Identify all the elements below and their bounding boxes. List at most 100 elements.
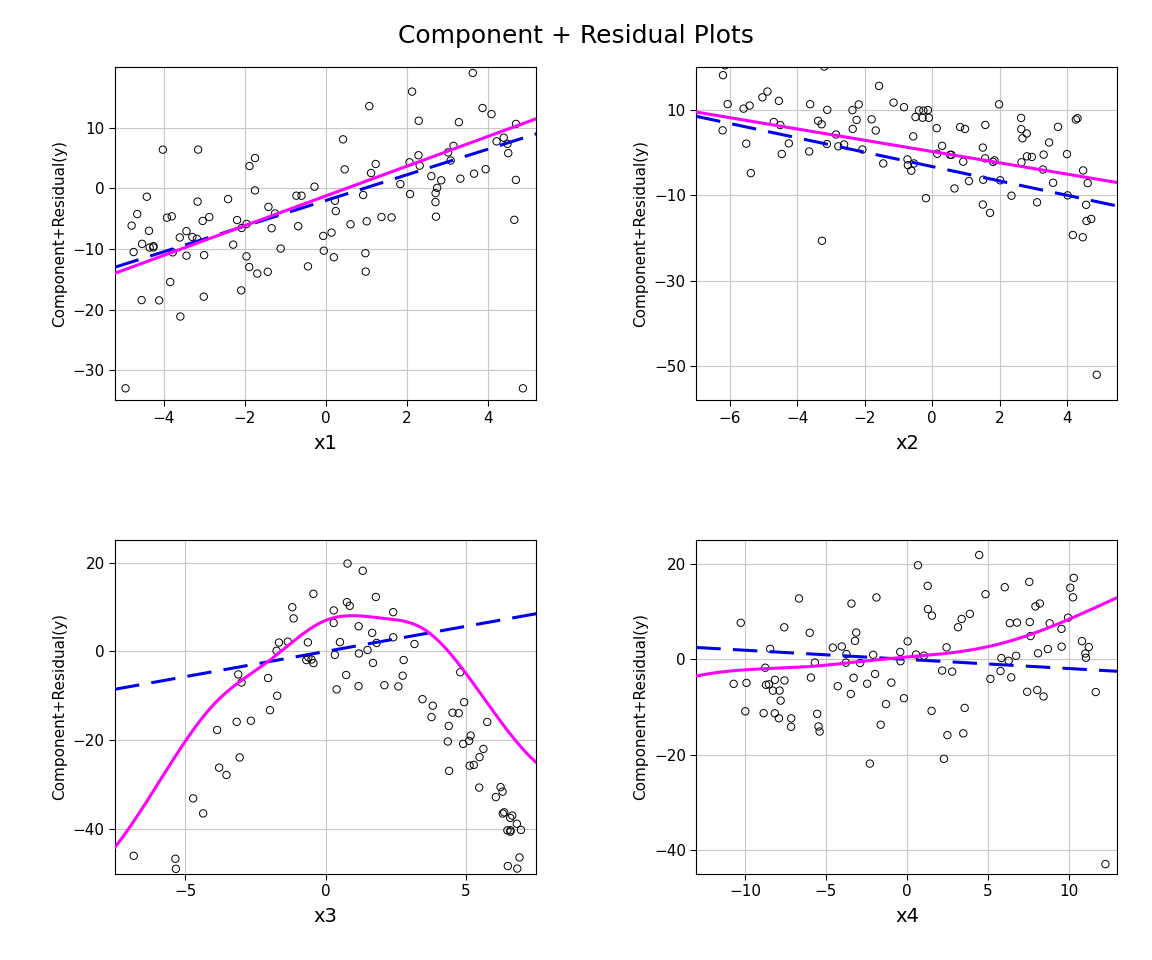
Point bbox=[1074, 229, 1092, 245]
Point bbox=[454, 736, 472, 752]
Point bbox=[227, 714, 245, 730]
Point bbox=[349, 679, 367, 694]
Point bbox=[847, 625, 865, 640]
Point bbox=[279, 634, 297, 649]
Point bbox=[503, 808, 522, 824]
Point bbox=[116, 380, 135, 396]
Point bbox=[272, 241, 290, 256]
Point bbox=[361, 99, 379, 114]
Point bbox=[498, 823, 516, 838]
Point bbox=[985, 153, 1003, 168]
Point bbox=[756, 660, 774, 676]
Point bbox=[858, 676, 877, 691]
Point bbox=[961, 606, 979, 621]
Point bbox=[470, 780, 488, 795]
Point bbox=[977, 587, 995, 602]
Point bbox=[511, 823, 530, 838]
Point bbox=[790, 590, 809, 606]
Point bbox=[426, 185, 445, 201]
Point bbox=[827, 127, 846, 142]
Point bbox=[954, 154, 972, 169]
Point bbox=[242, 713, 260, 729]
Point bbox=[828, 679, 847, 694]
Point bbox=[266, 205, 285, 221]
Point bbox=[475, 741, 493, 756]
Y-axis label: Component+Residual(y): Component+Residual(y) bbox=[634, 140, 649, 327]
Point bbox=[899, 152, 917, 167]
X-axis label: x3: x3 bbox=[313, 907, 338, 926]
Point bbox=[300, 650, 318, 665]
Point bbox=[426, 209, 445, 225]
Point bbox=[335, 161, 354, 177]
Point bbox=[409, 148, 427, 163]
Point bbox=[775, 619, 794, 635]
Point bbox=[444, 705, 462, 720]
Point bbox=[314, 243, 333, 258]
Point bbox=[953, 612, 971, 627]
Point bbox=[843, 103, 862, 118]
Point bbox=[449, 114, 468, 130]
Point bbox=[973, 140, 992, 156]
Point bbox=[1007, 648, 1025, 663]
Point bbox=[770, 710, 788, 726]
Point bbox=[260, 703, 279, 718]
Point bbox=[753, 89, 772, 105]
Point bbox=[219, 191, 237, 206]
Point bbox=[177, 224, 196, 239]
Point bbox=[976, 151, 994, 166]
Point bbox=[934, 751, 953, 766]
Point bbox=[478, 714, 497, 730]
Point bbox=[982, 671, 1000, 686]
Point bbox=[161, 275, 180, 290]
Point bbox=[153, 142, 172, 157]
Point bbox=[245, 151, 264, 166]
Point bbox=[240, 259, 258, 275]
Point bbox=[1040, 615, 1059, 631]
Point bbox=[1023, 149, 1041, 164]
Point bbox=[782, 719, 801, 734]
Point bbox=[866, 666, 885, 682]
Point bbox=[455, 694, 473, 709]
Point bbox=[461, 758, 479, 774]
Point bbox=[237, 216, 256, 231]
Point bbox=[1039, 641, 1058, 657]
Point bbox=[493, 784, 511, 800]
Point bbox=[782, 710, 801, 726]
Point bbox=[914, 110, 932, 126]
Point bbox=[710, 27, 728, 42]
Point bbox=[151, 940, 169, 955]
Point bbox=[818, 136, 836, 152]
Point bbox=[170, 898, 189, 913]
Point bbox=[833, 638, 851, 654]
Point bbox=[331, 635, 349, 650]
Point bbox=[759, 677, 778, 692]
Point bbox=[899, 634, 917, 649]
X-axis label: x1: x1 bbox=[313, 434, 338, 453]
Point bbox=[1011, 122, 1030, 137]
Point bbox=[732, 615, 750, 631]
Point bbox=[400, 155, 418, 170]
Point bbox=[505, 212, 523, 228]
Point bbox=[180, 880, 198, 896]
Point bbox=[414, 691, 432, 707]
Point bbox=[904, 156, 923, 171]
Point bbox=[1021, 614, 1039, 630]
Point bbox=[882, 675, 901, 690]
Point bbox=[409, 113, 427, 129]
Point bbox=[314, 228, 333, 244]
Point bbox=[326, 193, 344, 208]
Point bbox=[1018, 684, 1037, 700]
Point bbox=[1034, 688, 1053, 704]
Point bbox=[293, 188, 311, 204]
Point bbox=[139, 223, 158, 238]
Point bbox=[499, 145, 517, 160]
Point bbox=[357, 214, 376, 229]
Point bbox=[514, 380, 532, 396]
Point bbox=[919, 601, 938, 616]
Point bbox=[866, 123, 885, 138]
Point bbox=[1048, 119, 1067, 134]
Point bbox=[742, 165, 760, 180]
Point bbox=[773, 146, 791, 161]
Point bbox=[941, 147, 960, 162]
Point bbox=[1097, 856, 1115, 872]
